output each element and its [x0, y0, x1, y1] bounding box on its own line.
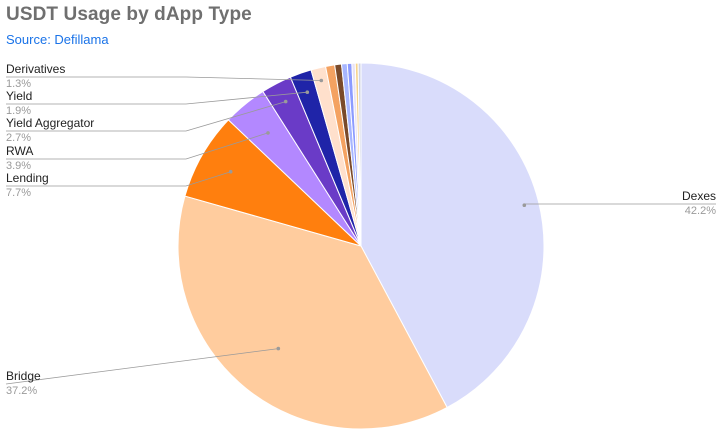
slice-label-lending: Lending [6, 171, 49, 185]
slice-label-dexes: Dexes [682, 189, 716, 203]
leader-line-yield [6, 91, 308, 105]
leader-line-lending [6, 171, 231, 187]
leader-line-yield-aggregator [6, 101, 286, 132]
pie-slice-bridge [177, 195, 448, 430]
pie-slice-minor-13 [357, 62, 362, 247]
leader-line-derivatives [6, 76, 322, 81]
slice-value-bridge: 37.2% [6, 385, 37, 397]
slice-label-bridge: Bridge [6, 369, 41, 383]
chart-title: USDT Usage by dApp Type [6, 4, 252, 25]
slice-value-rwa: 3.9% [6, 160, 31, 172]
slice-value-lending: 7.7% [6, 187, 31, 199]
slice-label-derivatives: Derivatives [6, 62, 65, 76]
slice-value-dexes: 42.2% [685, 205, 716, 217]
slice-label-yield-aggregator: Yield Aggregator [6, 116, 94, 130]
slice-value-yield: 1.9% [6, 105, 31, 117]
leader-line-rwa [6, 132, 269, 160]
slice-value-yield-aggregator: 2.7% [6, 132, 31, 144]
leader-dot-yield-aggregator [283, 99, 288, 104]
slice-value-derivatives: 1.3% [6, 78, 31, 90]
pie-slice-dexes [360, 62, 545, 409]
leader-line-bridge [5, 348, 279, 385]
chart-subtitle: Source: Defillama [6, 32, 109, 47]
slice-label-rwa: RWA [6, 144, 33, 158]
slice-label-yield: Yield [6, 89, 32, 103]
